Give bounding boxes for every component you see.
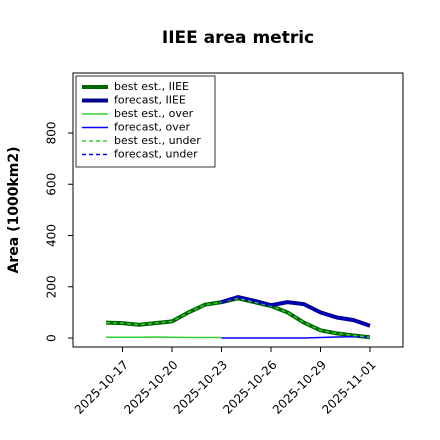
series-line — [105, 297, 371, 339]
series-line — [105, 296, 371, 340]
y-tick-label: 400 — [45, 224, 59, 247]
y-tick-label: 0 — [45, 334, 59, 342]
y-tick-label: 800 — [45, 122, 59, 145]
series-line — [221, 335, 370, 339]
legend-label: forecast, over — [114, 121, 190, 134]
legend-label: best est., IIEE — [114, 80, 189, 93]
y-axis-label: Area (1000km2) — [6, 147, 22, 274]
y-tick-label: 200 — [45, 275, 59, 298]
series-line — [221, 296, 371, 327]
legend-label: best est., over — [114, 107, 194, 120]
legend-label: best est., under — [114, 134, 201, 147]
series-line — [106, 336, 222, 339]
legend-label: forecast, IIEE — [114, 94, 186, 107]
chart-title: IIEE area metric — [162, 28, 314, 48]
legend-label: forecast, under — [114, 148, 198, 161]
x-tick-label: 2025-11-01 — [319, 358, 378, 417]
legend-box — [75, 75, 216, 168]
y-tick-label: 600 — [45, 173, 59, 196]
plot-frame — [72, 72, 404, 348]
